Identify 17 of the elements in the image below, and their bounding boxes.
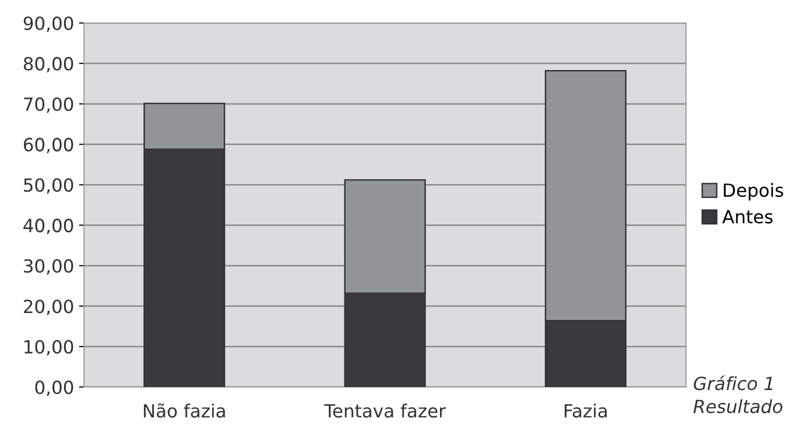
y-tick-label: 20,00 xyxy=(24,300,74,316)
x-tick-label: Não fazia xyxy=(144,403,225,418)
y-tick-label: 30,00 xyxy=(24,259,74,275)
y-tick-label: 60,00 xyxy=(24,138,74,154)
y-tick-label: 70,00 xyxy=(24,97,74,113)
y-tick-label: 10,00 xyxy=(24,340,74,356)
text: Gráfico 1 xyxy=(694,376,772,390)
y-tick-label: 80,00 xyxy=(24,56,74,72)
x-tick-label: Tentava fazer xyxy=(324,404,446,418)
y-tick-label: 40,00 xyxy=(23,218,74,234)
text: Resultado xyxy=(693,399,782,414)
x-tick-label: Fazia xyxy=(564,404,607,418)
legend-label: Antes xyxy=(722,210,773,224)
y-tick-label: 50,00 xyxy=(24,178,74,194)
legend-label: Depois xyxy=(724,183,784,200)
y-tick-label: 0,00 xyxy=(35,380,74,396)
y-tick-label: 90,00 xyxy=(24,16,74,32)
